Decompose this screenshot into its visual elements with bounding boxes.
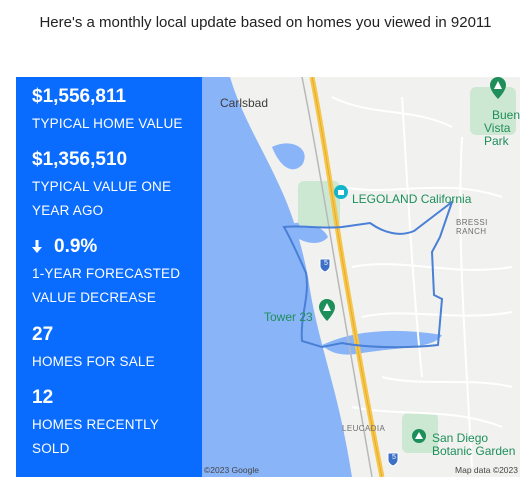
homes-for-sale-value: 27 <box>32 324 54 345</box>
arrow-down-icon <box>32 240 42 253</box>
stat-year-ago-value: $1,356,510 TYPICAL VALUE ONE YEAR AGO <box>32 148 197 223</box>
stat-recently-sold: 12 HOMES RECENTLY SOLD <box>32 386 197 461</box>
highway-shield <box>319 258 331 273</box>
local-update-card: $1,556,811 TYPICAL HOME VALUE $1,356,510… <box>16 77 520 477</box>
stat-homes-for-sale: 27 HOMES FOR SALE <box>32 323 197 374</box>
homes-for-sale-label: HOMES FOR SALE <box>32 354 155 369</box>
botanic-garden-pin-icon <box>412 429 426 443</box>
recently-sold-label-line1: HOMES RECENTLY <box>32 417 160 432</box>
railway <box>301 77 373 477</box>
map-copyright: ©2023 Google <box>204 465 259 475</box>
recently-sold-value: 12 <box>32 387 54 408</box>
tower23-pin-icon <box>319 299 335 321</box>
map-label-bressi-ranch: BRESSI RANCH <box>456 218 488 236</box>
area-map[interactable]: Carlsbad LEGOLAND California BRESSI RANC… <box>202 77 520 477</box>
park-buena-vista <box>470 87 516 135</box>
forecast-label: 1-YEAR FORECASTED VALUE DECREASE <box>32 262 197 310</box>
year-ago-label-line1: TYPICAL VALUE ONE <box>32 179 172 194</box>
streets <box>331 96 513 468</box>
year-ago-label: TYPICAL VALUE ONE YEAR AGO <box>32 175 197 223</box>
forecast-value-row: 0.9% <box>32 235 197 259</box>
typical-home-value-label: TYPICAL HOME VALUE <box>32 116 183 131</box>
highway-shield-label: 5 <box>324 260 328 267</box>
map-label-buena-vista-line2: Vista Park <box>484 121 511 148</box>
year-ago-label-line2: YEAR AGO <box>32 203 104 218</box>
lagoon-batiquitos <box>322 330 442 355</box>
map-label-botanic-line1: San Diego <box>432 431 489 445</box>
map-label-leucadia: LEUCADIA <box>342 424 386 433</box>
stat-typical-home-value: $1,556,811 TYPICAL HOME VALUE <box>32 85 197 136</box>
map-label-carlsbad: Carlsbad <box>220 96 269 110</box>
map-label-botanic-line2: Botanic Garden <box>432 444 516 458</box>
forecast-label-line1: 1-YEAR FORECASTED <box>32 266 181 281</box>
recently-sold-label-line2: SOLD <box>32 441 70 456</box>
highway-shield-south-label: 5 <box>392 454 396 461</box>
ocean <box>202 77 352 477</box>
map-label-buena-vista: Buena Vista Park <box>484 109 520 148</box>
map-label-botanic-garden: San Diego Botanic Garden <box>432 432 515 458</box>
buena-vista-pin-icon <box>490 77 506 99</box>
map-data-attribution[interactable]: Map data ©2023 <box>455 465 518 475</box>
intro-text: Here's a monthly local update based on h… <box>39 14 492 31</box>
highway-shield-south <box>387 452 399 467</box>
map-label-legoland: LEGOLAND California <box>352 192 472 206</box>
typical-home-value: $1,556,811 <box>32 86 127 107</box>
map-label-tower23: Tower 23 <box>264 310 313 324</box>
legoland-pin-icon <box>334 185 348 199</box>
lagoon-north <box>272 143 305 170</box>
forecast-label-line2: VALUE DECREASE <box>32 290 157 305</box>
map-graphic <box>202 77 516 477</box>
map-label-buena-vista-line1: Buena <box>492 108 520 122</box>
stat-forecast: 0.9% 1-YEAR FORECASTED VALUE DECREASE <box>32 235 197 310</box>
recently-sold-label: HOMES RECENTLY SOLD <box>32 413 197 461</box>
stats-panel: $1,556,811 TYPICAL HOME VALUE $1,356,510… <box>16 77 202 477</box>
zip-boundary <box>282 199 455 349</box>
year-ago-value: $1,356,510 <box>32 149 128 170</box>
forecast-value: 0.9% <box>54 236 98 257</box>
